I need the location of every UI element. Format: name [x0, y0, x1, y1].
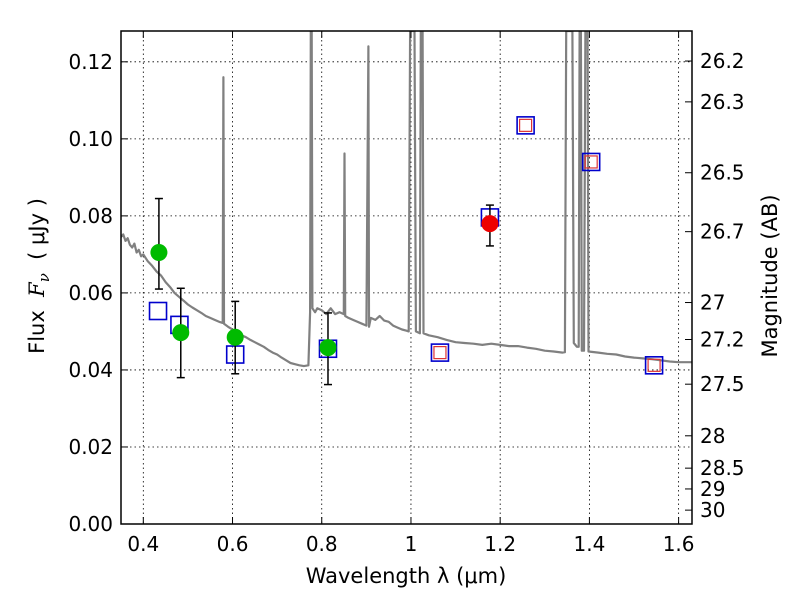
y-tick-label: 0.08 [68, 204, 113, 228]
model-photometry-square [148, 301, 168, 321]
x-tick-label: 0.4 [127, 532, 159, 556]
observed-point-green [172, 324, 190, 342]
model-photometry-square [430, 343, 450, 362]
red-photometry-square [584, 155, 598, 169]
magnitude-tick-label: 26.2 [700, 49, 745, 73]
ticks: 0.4 0.6 0.8 1 1.2 1.4 1.6 0.00 0.02 0.04 0.06 0.08 0… [68, 31, 745, 556]
magnitude-tick-label: 26.5 [700, 161, 745, 185]
magnitude-tick-label: 27 [700, 291, 725, 315]
y-axis-label: Flux Fν ( μJy ) [25, 198, 53, 354]
plot-area [121, 31, 692, 386]
x-tick-label: 1.2 [484, 532, 516, 556]
model-photometry-square [516, 116, 535, 135]
plot-frame [120, 30, 693, 525]
grid [121, 31, 692, 525]
magnitude-tick-label: 27.5 [700, 372, 745, 396]
y-tick-label: 0.06 [68, 281, 113, 305]
x-tick-label: 0.6 [217, 532, 249, 556]
y-tick-label: 0.04 [68, 358, 113, 382]
y-tick-label: 0.10 [68, 127, 113, 151]
magnitude-tick-label: 28 [700, 424, 725, 448]
y-axis-label-prefix: Flux [25, 297, 49, 354]
model-photometry-square [581, 152, 601, 172]
y-tick-label: 0.02 [68, 435, 113, 459]
observed-point-green [319, 339, 337, 357]
magnitude-tick-label: 26.3 [700, 90, 745, 114]
red-photometry-square [433, 346, 447, 360]
observed-point-red [481, 215, 499, 233]
y-tick-label: 0.12 [68, 50, 113, 74]
y-axis-label-subscript: ν [35, 273, 53, 282]
y-tick-label: 0.00 [68, 512, 113, 536]
y-axis-label-symbol: F [25, 281, 49, 298]
model-photometry-square [644, 356, 664, 375]
magnitude-tick-label: 29 [700, 477, 725, 501]
magnitude-tick-label: 28.5 [700, 456, 745, 480]
magnitude-tick-label: 30 [700, 498, 725, 522]
red-photometry-square [519, 118, 533, 132]
observed-point-green [150, 243, 168, 261]
red-photometry-square [647, 358, 661, 372]
x-tick-label: 0.8 [306, 532, 338, 556]
observed-point-green [226, 328, 244, 346]
x-tick-label: 1.6 [663, 532, 695, 556]
magnitude-tick-label: 26.7 [700, 220, 745, 244]
x-tick-label: 1 [405, 532, 418, 556]
model-spectrum-line [121, 31, 692, 368]
y2-axis-label: Magnitude (AB) [758, 194, 782, 357]
y-axis-label-units: ( μJy ) [25, 198, 49, 273]
x-axis-label: Wavelength λ (μm) [306, 564, 507, 588]
x-tick-label: 1.4 [573, 532, 605, 556]
magnitude-tick-label: 27.2 [700, 328, 745, 352]
